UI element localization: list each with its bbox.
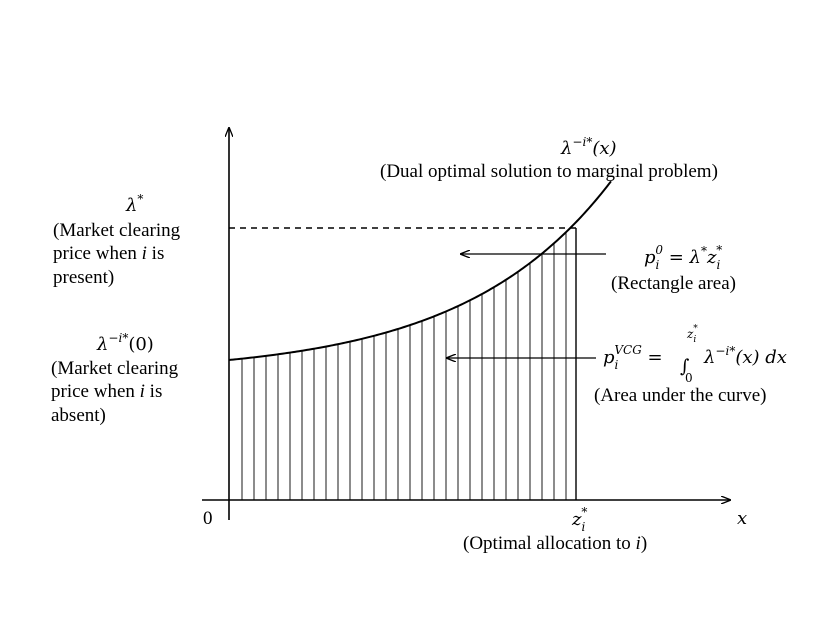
curve-label: λ−i*(x) (Dual optimal solution to margin… — [380, 135, 718, 182]
svg-text:0: 0 — [685, 371, 693, 385]
x-axis-label: x — [737, 508, 747, 529]
pvcg-formula: piVCG = ∫ zi* 0 λ−i*(x) dx (Area under t… — [594, 324, 787, 406]
integral-sign: ∫ — [680, 356, 690, 377]
lambda-zero-label: λ−i*(0) (Market clearing price when i is… — [51, 331, 179, 426]
svg-text:λ−i*(x) dx: λ−i*(x) dx — [703, 344, 787, 368]
curve-label-description: (Dual optimal solution to marginal probl… — [380, 161, 718, 182]
svg-text:absent): absent) — [51, 405, 106, 426]
svg-text:(Market clearing: (Market clearing — [53, 220, 181, 241]
svg-text:λ*: λ* — [125, 192, 143, 216]
z-star-label: zi* (Optimal allocation to i) — [463, 505, 647, 554]
svg-text:present): present) — [53, 267, 114, 288]
svg-text:price when i is: price when i is — [53, 243, 164, 264]
origin-label: 0 — [203, 508, 213, 529]
svg-text:zi*: zi* — [686, 324, 698, 345]
svg-text:(Optimal allocation to i): (Optimal allocation to i) — [463, 533, 647, 554]
lambda-star-label: λ* (Market clearing price when i is pres… — [53, 192, 181, 288]
dual-solution-curve — [228, 180, 612, 361]
svg-text:pi0 = λ*zi*: pi0 = λ*zi* — [644, 243, 722, 272]
svg-text:piVCG =: piVCG = — [603, 343, 663, 372]
svg-text:price when i is: price when i is — [51, 381, 162, 402]
svg-text:(Market clearing: (Market clearing — [51, 358, 179, 379]
svg-text:λ−i*(0): λ−i*(0) — [96, 331, 154, 355]
p0-description: (Rectangle area) — [611, 273, 736, 294]
svg-text:λ−i*(x): λ−i*(x) — [560, 135, 617, 159]
svg-text:zi*: zi* — [571, 505, 587, 534]
pvcg-description: (Area under the curve) — [594, 385, 766, 406]
p0-formula: pi0 = λ*zi* (Rectangle area) — [611, 243, 736, 294]
area-under-curve-hatching — [241, 232, 567, 500]
